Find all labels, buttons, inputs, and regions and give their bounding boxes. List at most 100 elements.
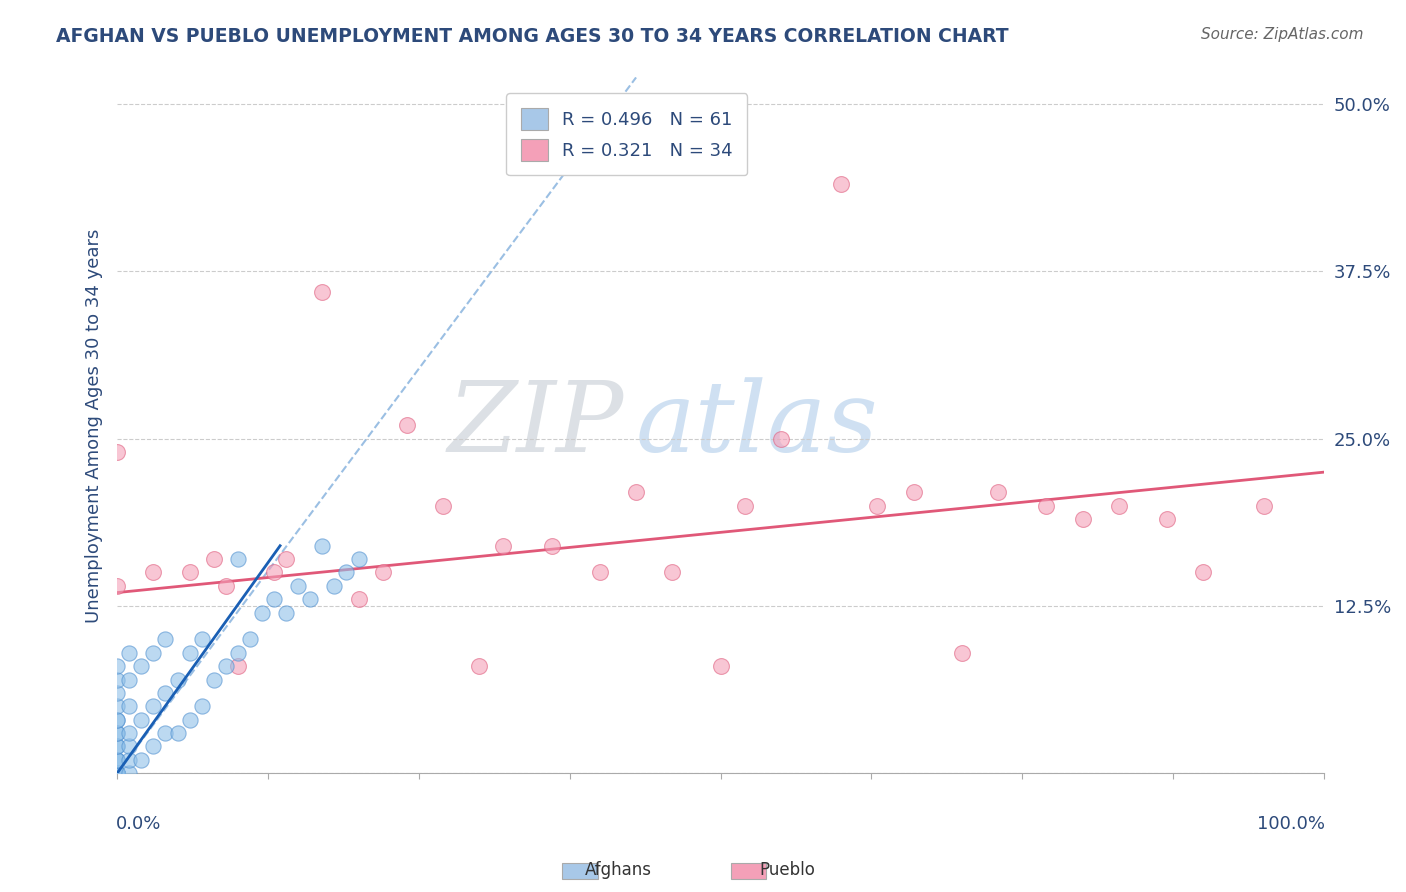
Point <box>155 726 177 740</box>
Point <box>202 673 225 687</box>
Point <box>105 673 128 687</box>
Text: 100.0%: 100.0% <box>1257 815 1324 833</box>
Point <box>105 766 128 780</box>
Point <box>105 766 128 780</box>
Point <box>468 659 491 673</box>
Point <box>166 673 188 687</box>
Point <box>215 659 238 673</box>
Point <box>276 552 298 566</box>
Point <box>105 659 128 673</box>
Point <box>661 566 683 580</box>
Point <box>105 579 128 593</box>
Point <box>1156 512 1178 526</box>
Point <box>202 552 225 566</box>
Point <box>226 659 249 673</box>
Point <box>287 579 309 593</box>
Point <box>105 766 128 780</box>
Point <box>118 726 141 740</box>
Point <box>492 539 515 553</box>
Point <box>311 285 333 299</box>
Point <box>1035 499 1057 513</box>
Y-axis label: Unemployment Among Ages 30 to 34 years: Unemployment Among Ages 30 to 34 years <box>86 228 103 623</box>
Point <box>830 178 852 192</box>
Point <box>190 632 212 647</box>
Point <box>105 766 128 780</box>
Point <box>866 499 889 513</box>
Point <box>709 659 731 673</box>
Text: 0.0%: 0.0% <box>115 815 162 833</box>
Point <box>105 766 128 780</box>
Point <box>105 739 128 754</box>
Point <box>105 766 128 780</box>
Point <box>118 646 141 660</box>
Point <box>118 766 141 780</box>
Point <box>105 753 128 767</box>
Point <box>166 726 188 740</box>
Point <box>142 699 165 714</box>
Point <box>105 766 128 780</box>
Point <box>105 753 128 767</box>
Point <box>142 739 165 754</box>
Point <box>432 499 454 513</box>
Point <box>118 753 141 767</box>
Point <box>179 566 201 580</box>
Point <box>1192 566 1215 580</box>
Point <box>105 766 128 780</box>
Point <box>1253 499 1275 513</box>
Point <box>105 766 128 780</box>
Point <box>105 726 128 740</box>
Point <box>263 592 285 607</box>
Point <box>987 485 1010 500</box>
Point <box>589 566 612 580</box>
Point <box>131 713 153 727</box>
Point <box>118 699 141 714</box>
Point <box>118 673 141 687</box>
Text: ZIP: ZIP <box>447 377 624 473</box>
Point <box>769 432 792 446</box>
Point <box>105 726 128 740</box>
Point <box>142 566 165 580</box>
Point <box>299 592 322 607</box>
Point <box>624 485 647 500</box>
Point <box>105 713 128 727</box>
Legend: R = 0.496   N = 61, R = 0.321   N = 34: R = 0.496 N = 61, R = 0.321 N = 34 <box>506 94 748 176</box>
Point <box>311 539 333 553</box>
Point <box>1071 512 1094 526</box>
Point <box>239 632 262 647</box>
Point <box>105 445 128 459</box>
Point <box>179 646 201 660</box>
Point <box>903 485 925 500</box>
Point <box>226 646 249 660</box>
Point <box>190 699 212 714</box>
Point <box>1108 499 1130 513</box>
Point <box>105 766 128 780</box>
Point <box>276 606 298 620</box>
Point <box>105 699 128 714</box>
Point <box>155 632 177 647</box>
Point <box>347 552 370 566</box>
Point <box>105 686 128 700</box>
Point <box>950 646 973 660</box>
Point <box>179 713 201 727</box>
Text: atlas: atlas <box>636 377 879 473</box>
Point <box>734 499 756 513</box>
Text: Afghans: Afghans <box>585 861 652 879</box>
Point <box>335 566 357 580</box>
Point <box>347 592 370 607</box>
Text: AFGHAN VS PUEBLO UNEMPLOYMENT AMONG AGES 30 TO 34 YEARS CORRELATION CHART: AFGHAN VS PUEBLO UNEMPLOYMENT AMONG AGES… <box>56 27 1010 45</box>
Text: Source: ZipAtlas.com: Source: ZipAtlas.com <box>1201 27 1364 42</box>
Point <box>105 766 128 780</box>
Point <box>105 713 128 727</box>
Point <box>142 646 165 660</box>
Point <box>263 566 285 580</box>
Point <box>131 659 153 673</box>
Point <box>105 753 128 767</box>
Point <box>226 552 249 566</box>
Point <box>395 418 418 433</box>
Point <box>118 739 141 754</box>
Point <box>540 539 562 553</box>
Point <box>105 739 128 754</box>
Point <box>323 579 346 593</box>
Text: Pueblo: Pueblo <box>759 861 815 879</box>
Point <box>371 566 394 580</box>
